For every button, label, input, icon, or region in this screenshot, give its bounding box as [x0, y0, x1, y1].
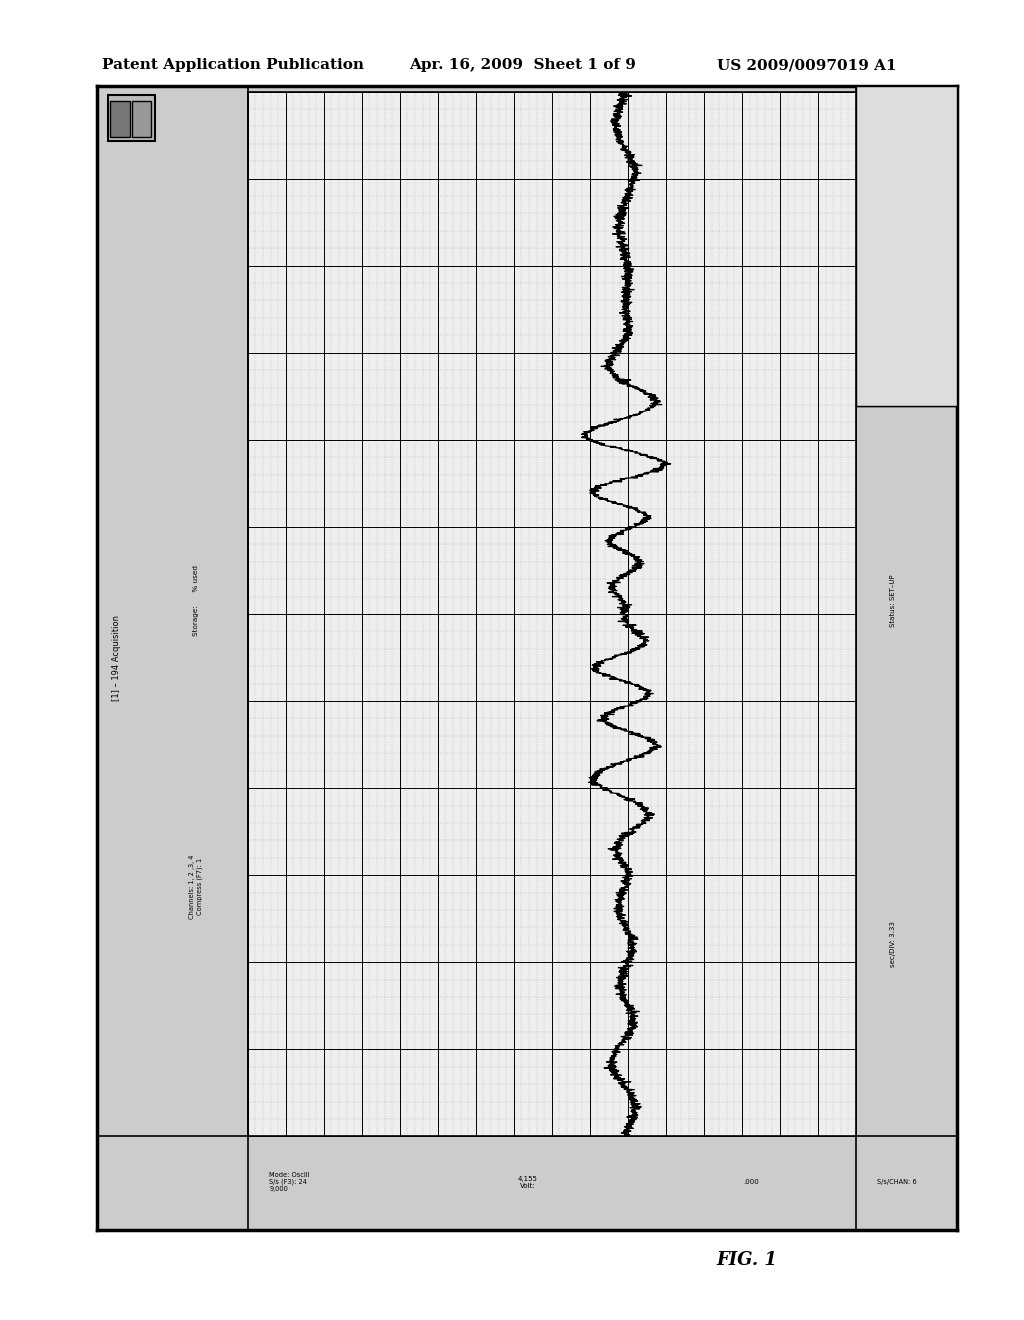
Text: US 2009/0097019 A1: US 2009/0097019 A1 [717, 58, 896, 73]
Text: [1] – 194 Acquisition: [1] – 194 Acquisition [112, 615, 121, 701]
Text: Storage:      % used: Storage: % used [194, 565, 200, 636]
Text: S/s/CHAN: 6: S/s/CHAN: 6 [878, 1179, 918, 1185]
Text: Patent Application Publication: Patent Application Publication [102, 58, 365, 73]
Text: Help: Help [913, 364, 920, 379]
Text: .000: .000 [743, 1179, 759, 1185]
Text: Mode: Oscill
S/s (F3): 24
9,000: Mode: Oscill S/s (F3): 24 9,000 [269, 1172, 310, 1192]
Bar [108, 95, 155, 141]
Text: Status: SET–UP: Status: SET–UP [890, 574, 896, 627]
Bar [111, 100, 130, 137]
Text: FIG. 1: FIG. 1 [717, 1250, 777, 1269]
Bar [856, 86, 957, 407]
Text: sec/DIV: 3.33: sec/DIV: 3.33 [890, 921, 896, 968]
Text: 4,155
Volt:: 4,155 Volt: [517, 1176, 538, 1189]
Text: Channels: 1, 2 ,3, 4
Compress (F7): 1: Channels: 1, 2 ,3, 4 Compress (F7): 1 [189, 854, 203, 919]
Text: Apr. 16, 2009  Sheet 1 of 9: Apr. 16, 2009 Sheet 1 of 9 [410, 58, 637, 73]
Text: Get Screenshot: Get Screenshot [913, 198, 920, 249]
Bar [132, 100, 152, 137]
